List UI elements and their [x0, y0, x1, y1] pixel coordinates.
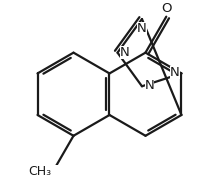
Text: N: N	[170, 66, 180, 79]
Text: N: N	[120, 46, 130, 59]
Text: O: O	[161, 2, 171, 15]
Text: CH₃: CH₃	[28, 165, 51, 178]
Text: N: N	[145, 79, 154, 92]
Text: N: N	[137, 22, 147, 35]
